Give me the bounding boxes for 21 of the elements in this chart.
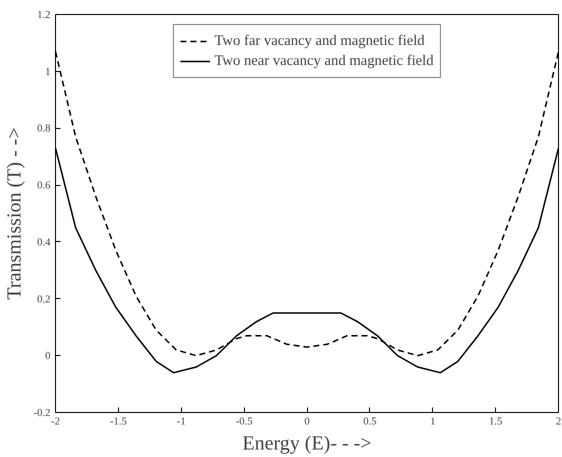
x-tick-label: -1.5 <box>110 416 127 428</box>
legend-label: Two far vacancy and magnetic field <box>214 32 425 50</box>
x-tick-label: 1 <box>430 416 436 428</box>
y-tick-label: 0.8 <box>37 124 51 135</box>
y-tick-label: 0.2 <box>37 294 51 306</box>
y-axis-title: Transmission (T) - -> <box>4 127 26 300</box>
x-tick-label: 0.5 <box>363 416 377 428</box>
y-tick-label: 1 <box>45 66 50 78</box>
x-tick-label: 2 <box>556 416 562 428</box>
x-tick-label: -0.5 <box>236 416 253 428</box>
x-tick-label: 1.5 <box>488 416 502 428</box>
y-tick-label: 0 <box>45 351 50 362</box>
legend-label: Two near vacancy and magnetic field <box>214 52 434 70</box>
x-axis-title: Energy (E)- - -> <box>242 432 372 454</box>
y-tick-label: -0.2 <box>34 408 51 419</box>
y-tick-label: 1.2 <box>37 10 51 21</box>
x-tick-label: -1 <box>176 416 186 428</box>
x-tick-label: 0 <box>304 416 310 428</box>
y-tick-label: 0.4 <box>37 237 52 248</box>
y-tick-label: 0.6 <box>37 180 52 192</box>
x-tick-label: -2 <box>51 416 60 428</box>
